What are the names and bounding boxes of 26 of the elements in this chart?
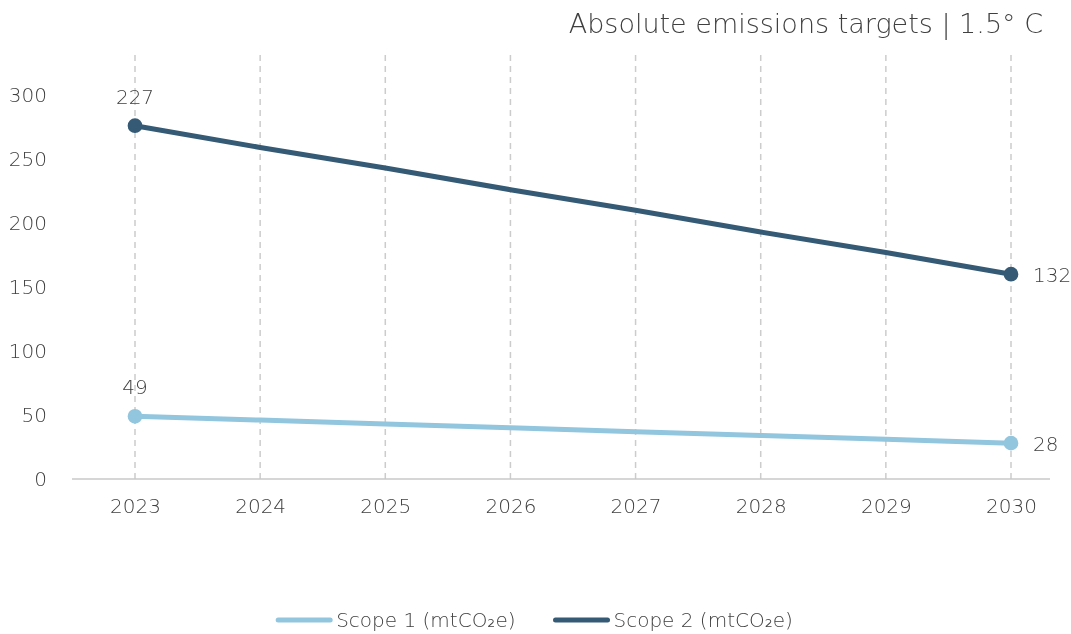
annotation: 132 bbox=[1033, 263, 1071, 288]
chart-title: Absolute emissions targets | 1.5° C bbox=[568, 8, 1043, 40]
y-tick-label: 300 bbox=[8, 82, 47, 107]
y-tick-label: 0 bbox=[34, 466, 47, 491]
data-label: 49 bbox=[122, 375, 148, 400]
legend-label: Scope 1 (mtCO₂e) bbox=[336, 608, 516, 632]
y-tick-label: 100 bbox=[8, 338, 47, 363]
data-label: 28 bbox=[1033, 432, 1059, 457]
x-tick-label: 2023 bbox=[110, 494, 161, 519]
point bbox=[1003, 266, 1019, 282]
y-tick-label: 250 bbox=[8, 146, 47, 171]
y-tick-label: 200 bbox=[8, 210, 47, 235]
x-tick-label: 2025 bbox=[360, 494, 412, 519]
x-tick-label: 2024 bbox=[235, 494, 287, 519]
y-tick-label: 150 bbox=[8, 274, 47, 299]
annotation: 227 bbox=[115, 84, 155, 109]
x-tick-label: 2029 bbox=[860, 494, 912, 519]
point bbox=[1003, 435, 1019, 451]
point bbox=[127, 408, 143, 424]
point bbox=[127, 118, 143, 134]
x-tick-label: 2030 bbox=[986, 494, 1037, 519]
y-tick-label: 50 bbox=[21, 402, 47, 427]
x-tick-label: 2027 bbox=[610, 494, 662, 519]
x-tick-label: 2028 bbox=[735, 494, 787, 519]
x-tick-label: 2026 bbox=[485, 494, 537, 519]
legend-label: Scope 2 (mtCO₂e) bbox=[613, 608, 793, 632]
